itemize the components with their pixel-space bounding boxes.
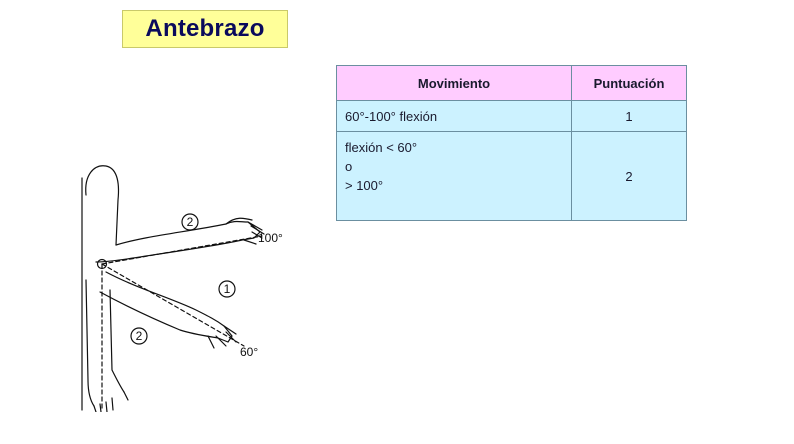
row-1-movement-line: 60°-100° flexión — [345, 108, 438, 124]
angle-reference-lines — [101, 235, 263, 411]
row-2-movement: flexión < 60° o > 100° — [336, 131, 572, 221]
middle-hand — [207, 325, 237, 349]
header-movement: Movimiento — [336, 65, 572, 101]
row-1-movement: 60°-100° flexión — [336, 100, 572, 132]
page-title: Antebrazo — [145, 15, 265, 42]
zone-marker-top: 2 — [181, 213, 199, 231]
zone-label-top: 2 — [187, 215, 194, 229]
row-1-score: 1 — [571, 100, 687, 132]
row-2-score: 2 — [571, 131, 687, 221]
zone-label-middle: 1 — [224, 282, 231, 296]
upper-arm-outline — [85, 165, 120, 246]
table-header-row: Movimiento Puntuación — [336, 65, 687, 101]
table-row: 60°-100° flexión 1 — [336, 100, 687, 132]
zone-marker-bottom: 2 — [130, 327, 148, 345]
lowered-forearm-outline — [85, 279, 125, 407]
raised-forearm-outline — [95, 220, 261, 263]
header-score: Puntuación — [571, 65, 687, 101]
row-2-movement-line-2: o — [345, 159, 353, 174]
score-table: Movimiento Puntuación 60°-100° flexión 1… — [336, 65, 687, 221]
row-2-movement-line-1: flexión < 60° — [345, 140, 418, 155]
forearm-flexion-illustration: 2 1 2 100° 60° — [81, 165, 283, 412]
angle-label-60: 60° — [240, 345, 258, 359]
title-box: Antebrazo — [122, 10, 288, 48]
angle-label-100: 100° — [258, 231, 283, 245]
zone-label-bottom: 2 — [136, 329, 143, 343]
row-2-movement-line-3: > 100° — [345, 178, 384, 193]
lowered-hand — [93, 391, 129, 412]
table-row: flexión < 60° o > 100° 2 — [336, 131, 687, 221]
middle-forearm-outline — [99, 271, 233, 343]
zone-marker-middle: 1 — [218, 280, 236, 298]
raised-hand — [225, 217, 265, 245]
